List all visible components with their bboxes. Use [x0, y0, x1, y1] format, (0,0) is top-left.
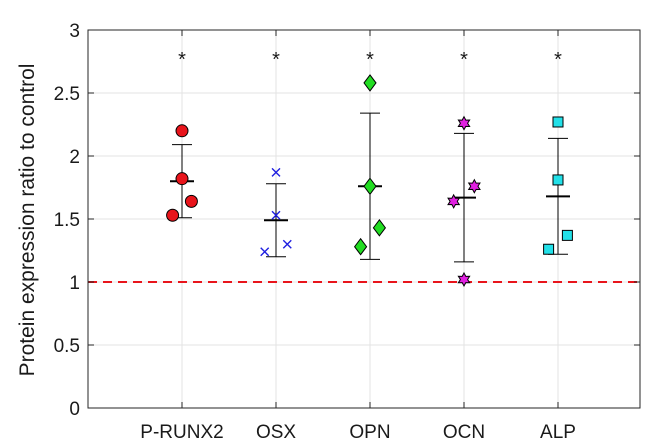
data-point-0-0 [175, 124, 189, 138]
significance-mark-2: * [366, 49, 374, 71]
significance-mark-3: * [460, 49, 468, 71]
data-point-4-3 [543, 243, 555, 255]
x-tick-label-1: OSX [256, 422, 296, 442]
data-point-1-3 [260, 247, 270, 257]
y-tick-label-0: 0 [69, 399, 80, 420]
y-tick-label-6: 3 [69, 21, 80, 42]
y-tick-label-1: 0.5 [54, 336, 80, 357]
x-tick-label-4: ALP [540, 422, 576, 442]
significance-mark-4: * [554, 49, 562, 71]
data-point-1-2 [282, 239, 292, 249]
data-point-2-3 [353, 237, 368, 256]
y-tick-label-2: 1 [69, 273, 80, 294]
data-point-1-0 [271, 167, 281, 177]
y-tick-label-4: 2 [69, 147, 80, 168]
data-point-3-0 [457, 115, 471, 131]
data-point-4-0 [552, 116, 564, 128]
x-tick-label-3: OCN [443, 422, 485, 442]
data-point-2-2 [372, 218, 387, 237]
data-point-4-1 [552, 174, 564, 186]
data-point-0-3 [166, 208, 180, 222]
data-point-2-1 [363, 177, 377, 196]
y-tick-label-3: 1.5 [54, 210, 80, 231]
data-point-3-1 [467, 178, 481, 194]
data-point-0-2 [184, 194, 198, 208]
y-axis-label: Protein expression ratio to control [16, 64, 39, 377]
x-tick-label-0: P-RUNX2 [140, 422, 223, 442]
data-point-1-1 [271, 210, 281, 220]
y-tick-label-5: 2.5 [54, 84, 80, 105]
data-point-2-0 [363, 74, 377, 92]
x-tick-label-2: OPN [349, 422, 390, 442]
data-point-4-2 [561, 229, 573, 241]
significance-mark-1: * [272, 49, 280, 71]
data-point-3-2 [447, 193, 461, 209]
data-point-3-3 [457, 271, 471, 288]
data-point-0-1 [175, 172, 189, 186]
significance-mark-0: * [178, 49, 186, 71]
